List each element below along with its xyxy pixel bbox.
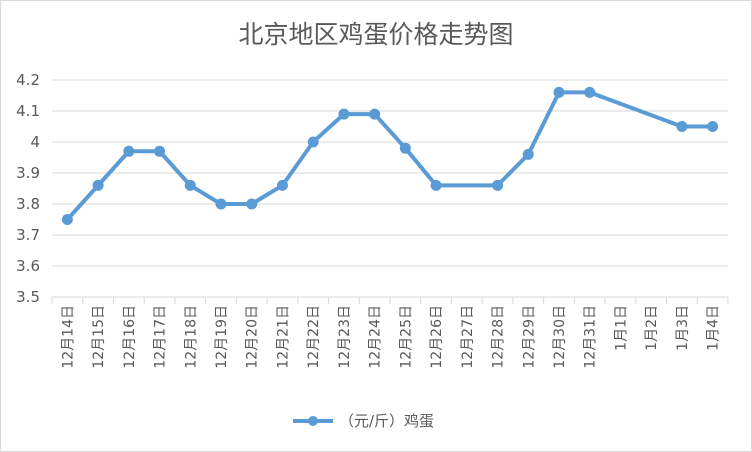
data-point: [584, 86, 596, 98]
data-point: [553, 86, 565, 98]
x-tick-label: 12月22日: [306, 305, 322, 369]
x-tick-label: 12月19日: [214, 305, 230, 369]
x-tick-label: 12月29日: [521, 305, 537, 369]
data-point: [522, 148, 534, 160]
x-tick-label: 12月30日: [552, 305, 568, 369]
chart-title: 北京地区鸡蛋价格走势图: [238, 20, 513, 49]
data-point: [338, 108, 350, 120]
series-layer: [61, 86, 719, 225]
x-tick-label: 12月18日: [183, 305, 199, 369]
data-point: [307, 136, 319, 148]
data-point: [369, 108, 381, 120]
x-tick-label: 12月15日: [91, 305, 107, 369]
data-point: [676, 121, 688, 132]
data-point: [246, 198, 258, 210]
x-tick-label: 12月28日: [491, 305, 507, 369]
x-tick-label: 12月17日: [153, 305, 169, 369]
x-tick-label: 12月20日: [245, 305, 261, 369]
x-tick-label: 12月27日: [460, 305, 476, 369]
data-point: [707, 121, 719, 132]
y-tick-label: 4: [30, 133, 40, 151]
legend-label: （元/斤）鸡蛋: [339, 412, 434, 430]
x-axis: 12月14日 12月15日 12月16日 12月17日 12月18日 12月19日 12月2…: [51, 297, 729, 369]
y-axis: 3.5 3.6 3.7 3.8 3.9 4 4.1 4.2: [16, 71, 40, 306]
legend: （元/斤）鸡蛋: [293, 412, 434, 430]
x-tick-label: 12月31日: [583, 305, 599, 369]
x-tick-label: 1月2日: [644, 305, 660, 351]
x-tick-label: 12月14日: [60, 305, 76, 369]
x-tick-label: 12月26日: [429, 305, 445, 369]
x-tick-label: 12月25日: [398, 305, 414, 369]
y-tick-label: 3.5: [16, 288, 40, 306]
data-point: [61, 214, 73, 225]
data-point: [92, 179, 104, 191]
data-point: [276, 179, 288, 191]
data-point: [184, 179, 196, 191]
x-tick-label: 12月23日: [337, 305, 353, 369]
x-tick-label: 12月16日: [122, 305, 138, 369]
data-point: [215, 198, 227, 210]
gridlines: [52, 79, 728, 298]
x-tick-label: 1月4日: [706, 305, 722, 351]
y-tick-label: 3.9: [16, 164, 40, 182]
data-point: [154, 145, 166, 157]
y-tick-label: 3.8: [16, 195, 40, 213]
data-point: [123, 145, 135, 157]
x-tick-label: 12月24日: [368, 305, 384, 369]
x-tick-label: 12月21日: [275, 305, 291, 369]
y-tick-label: 4.2: [16, 71, 40, 89]
x-tick-label: 1月3日: [675, 305, 691, 351]
data-point: [492, 179, 504, 191]
data-point: [399, 142, 411, 154]
legend-marker: [308, 416, 318, 426]
y-tick-label: 3.7: [16, 226, 40, 244]
y-tick-label: 4.1: [16, 102, 40, 120]
y-tick-label: 3.6: [16, 257, 40, 275]
x-tick-label: 1月1日: [613, 305, 629, 351]
data-point: [430, 179, 442, 191]
